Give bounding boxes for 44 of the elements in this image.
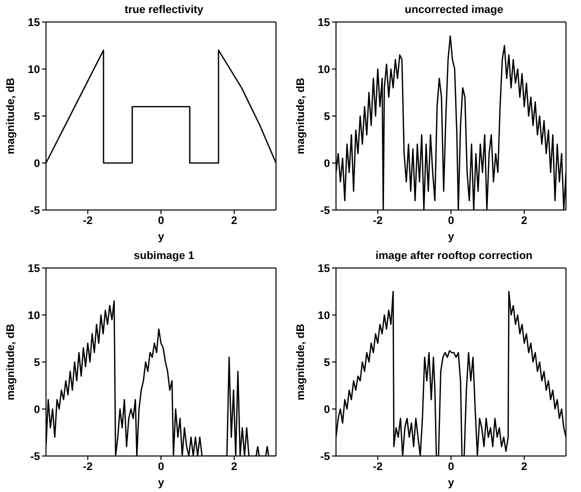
y-axis-title: magnitude, dB (294, 324, 307, 400)
x-tick-label: -2 (82, 460, 93, 473)
y-tick-label: 10 (28, 64, 40, 76)
y-tick-label: -5 (320, 450, 330, 463)
y-tick-label: 10 (28, 310, 40, 322)
x-axis-title: y (158, 231, 165, 243)
x-tick-label: 0 (158, 460, 164, 473)
y-tick-label: -5 (30, 204, 40, 217)
y-tick-label: 0 (34, 404, 40, 416)
y-axis-title: magnitude, dB (4, 78, 17, 154)
y-tick-label: 15 (318, 16, 330, 29)
y-tick-label: 0 (324, 404, 330, 416)
chart-title: subimage 1 (132, 250, 196, 262)
y-tick-label: 15 (318, 262, 330, 275)
y-tick-label: 0 (324, 158, 330, 170)
y-tick-label: -5 (30, 450, 40, 463)
y-tick-label: 15 (28, 262, 40, 275)
chart-title: true reflectivity (124, 4, 204, 16)
x-tick-label: 2 (231, 460, 238, 473)
y-tick-label: 15 (28, 16, 40, 29)
x-tick-label: 2 (521, 214, 528, 227)
y-tick-label: 5 (34, 110, 40, 123)
x-tick-label: -2 (372, 214, 383, 227)
y-tick-label: 10 (318, 64, 330, 76)
x-tick-label: 0 (158, 214, 164, 227)
x-tick-label: 0 (448, 214, 454, 227)
x-tick-label: 0 (448, 460, 454, 473)
y-tick-label: 0 (34, 158, 40, 170)
chart-title: uncorrected image (404, 4, 504, 16)
y-tick-label: -5 (320, 204, 330, 217)
y-tick-label: 5 (34, 356, 40, 369)
y-tick-label: 10 (318, 310, 330, 322)
x-tick-label: -2 (82, 214, 93, 227)
y-axis-title: magnitude, dB (4, 324, 17, 400)
x-tick-label: 2 (521, 460, 528, 473)
x-axis-title: y (448, 231, 455, 243)
x-tick-label: -2 (372, 460, 383, 473)
y-axis-title: magnitude, dB (294, 78, 307, 154)
x-axis-title: y (448, 477, 455, 489)
x-tick-label: 2 (231, 214, 238, 227)
y-tick-label: 5 (324, 110, 330, 123)
chart-title: image after rooftop correction (374, 250, 534, 262)
y-tick-label: 5 (324, 356, 330, 369)
x-axis-title: y (158, 477, 165, 489)
